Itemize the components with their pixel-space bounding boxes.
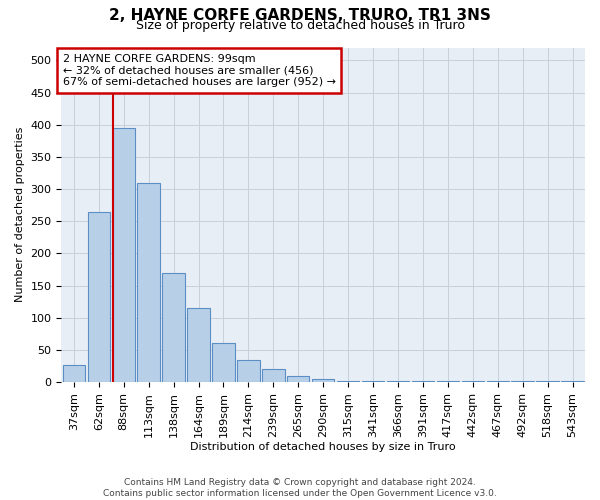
- Text: 2 HAYNE CORFE GARDENS: 99sqm
← 32% of detached houses are smaller (456)
67% of s: 2 HAYNE CORFE GARDENS: 99sqm ← 32% of de…: [62, 54, 335, 87]
- Bar: [212, 344, 235, 382]
- Bar: [137, 182, 160, 382]
- Text: Size of property relative to detached houses in Truro: Size of property relative to detached ho…: [136, 19, 464, 32]
- Text: Contains HM Land Registry data © Crown copyright and database right 2024.
Contai: Contains HM Land Registry data © Crown c…: [103, 478, 497, 498]
- Bar: [113, 128, 135, 382]
- Bar: [262, 369, 284, 382]
- Bar: [237, 360, 260, 382]
- Bar: [62, 364, 85, 382]
- Bar: [187, 308, 210, 382]
- Y-axis label: Number of detached properties: Number of detached properties: [15, 127, 25, 302]
- X-axis label: Distribution of detached houses by size in Truro: Distribution of detached houses by size …: [190, 442, 456, 452]
- Bar: [163, 272, 185, 382]
- Bar: [287, 376, 310, 382]
- Bar: [88, 212, 110, 382]
- Bar: [312, 379, 334, 382]
- Text: 2, HAYNE CORFE GARDENS, TRURO, TR1 3NS: 2, HAYNE CORFE GARDENS, TRURO, TR1 3NS: [109, 8, 491, 22]
- Bar: [337, 381, 359, 382]
